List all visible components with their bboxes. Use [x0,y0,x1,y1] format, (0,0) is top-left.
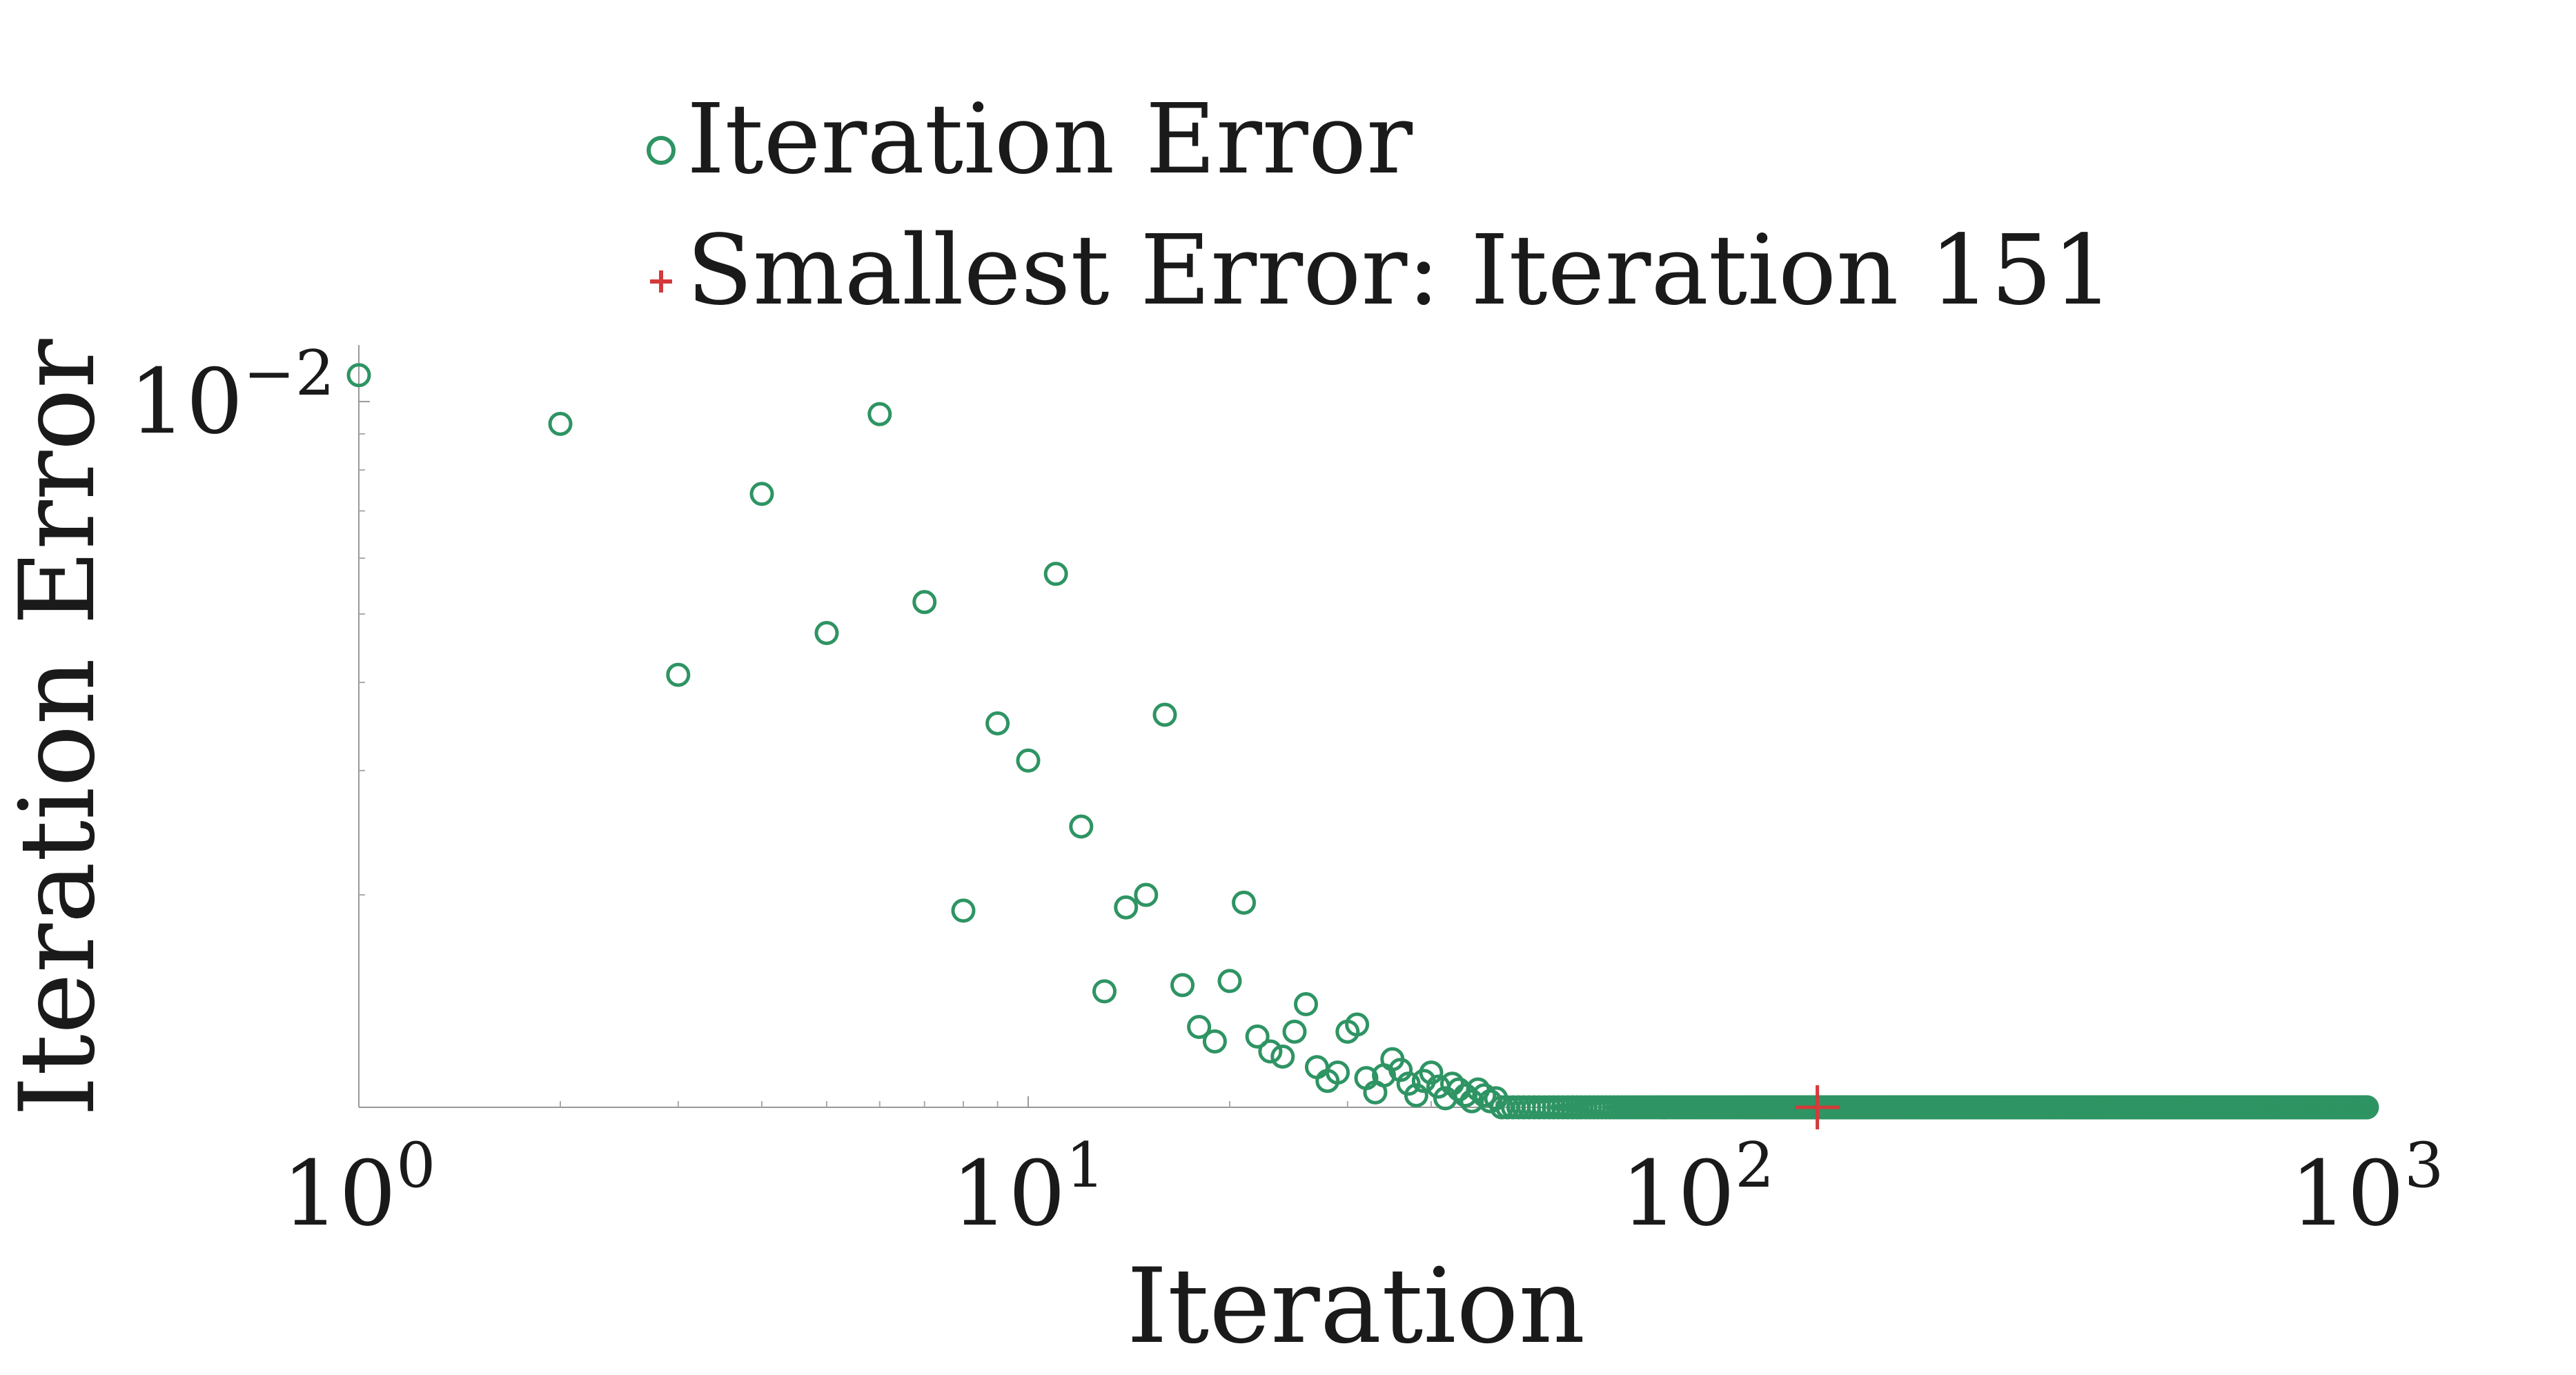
data-point [1043,562,1068,586]
data-point [1404,1083,1428,1108]
data-point [1245,1024,1270,1049]
data-point [867,402,892,426]
axes: 100 101 102 103 10−2 [129,337,2444,1246]
legend-label-iteration-error: Iteration Error [687,83,1413,196]
x-tick-label: 101 [952,1129,1105,1246]
data-point [1472,1083,1497,1108]
data-point [1345,1012,1370,1037]
data-point [1152,702,1177,727]
legend-label-smallest-error: Smallest Error: Iteration 151 [687,215,2114,327]
data-point [1326,1060,1350,1085]
data-point [548,411,573,436]
data-point [2354,1095,2379,1120]
data-point [912,590,937,615]
data-point [1258,1039,1283,1064]
data-point [951,898,976,923]
data-point [1270,1044,1295,1069]
data-point [1232,890,1257,915]
data-point [1419,1060,1444,1085]
smallest-error-marker [1795,1085,1840,1129]
data-point [985,711,1010,735]
data-point [1187,1014,1212,1039]
data-point [1170,973,1195,998]
data-point [1134,882,1159,907]
data-point [1459,1089,1484,1114]
data-point [1114,895,1139,920]
x-axis-label: Iteration [1127,1247,1586,1367]
data-point [1294,992,1319,1017]
legend: Iteration Error Smallest Error: Iteratio… [647,83,2114,327]
data-point [666,662,691,687]
data-point [814,621,839,646]
x-tick-label: 102 [1621,1129,1775,1246]
data-point [1453,1083,1478,1108]
data-point [1092,979,1117,1004]
x-tick-label: 103 [2290,1129,2444,1246]
data-points [346,363,2379,1129]
data-point [1282,1019,1307,1044]
legend-marker-iteration-error [647,136,676,165]
data-point [1069,814,1094,839]
y-tick-label: 10−2 [129,337,335,454]
y-axis-label: Iteration Error [0,339,118,1116]
data-point [346,363,371,388]
x-tick-label: 100 [282,1129,436,1246]
data-point [1016,748,1041,773]
data-point [749,482,774,506]
data-point [1202,1029,1227,1053]
data-point [1217,969,1242,993]
data-point [1304,1055,1329,1080]
legend-marker-smallest-error [650,270,672,293]
